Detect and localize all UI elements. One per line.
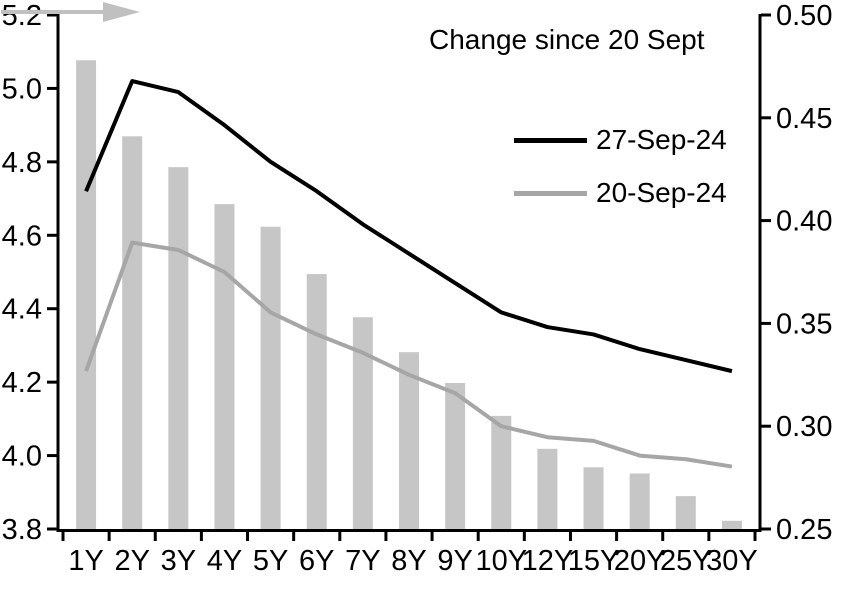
bar-10Y: [491, 415, 512, 529]
axes: 5.2 5.0 4.8 4.6 4.4 4.2 4.0 3.8 0.50 0.45 0.40 0.35…: [2, 0, 833, 577]
bar-4Y: [214, 204, 235, 530]
x-axis-label-2Y: 2Y: [114, 545, 149, 577]
line-27-sep-24: [84, 79, 733, 374]
bar-2Y: [122, 136, 143, 529]
bar-8Y: [399, 352, 419, 529]
bar-20Y: [629, 473, 650, 529]
x-axis-label-10Y: 10Y: [475, 545, 527, 577]
left-axis-tick-label: 4.8: [2, 147, 42, 179]
bar-3Y: [168, 167, 189, 530]
x-axis-label-9Y: 9Y: [437, 545, 472, 577]
right-axis-tick-label: 0.30: [776, 411, 832, 443]
left-axis-tick-label: 3.8: [2, 514, 42, 546]
bar-15Y: [583, 467, 604, 529]
line-20-sep-24: [84, 240, 733, 469]
bar-30Y: [721, 520, 742, 529]
legend-label: 20-Sep-24: [596, 177, 727, 208]
right-axis-tick-label: 0.40: [776, 206, 832, 238]
x-axis-label-7Y: 7Y: [345, 545, 380, 577]
x-axis-label-8Y: 8Y: [391, 545, 426, 577]
x-axis-label-4Y: 4Y: [207, 545, 242, 577]
left-axis-tick-label: 4.0: [2, 441, 42, 473]
x-axis-label-12Y: 12Y: [522, 545, 574, 577]
bar-6Y: [306, 274, 327, 529]
x-axis-label-15Y: 15Y: [568, 545, 620, 577]
bar-12Y: [537, 448, 558, 529]
right-axis-tick-label: 0.25: [776, 514, 832, 546]
right-axis-tick-label: 0.35: [776, 308, 832, 340]
left-axis-tick-label: 4.6: [2, 220, 42, 252]
x-axis-label-1Y: 1Y: [68, 545, 103, 577]
bar-1Y: [76, 60, 97, 530]
bar-5Y: [260, 226, 281, 529]
x-axis-label-6Y: 6Y: [299, 545, 334, 577]
bar-9Y: [445, 383, 466, 529]
right-arrow-icon: [1, 2, 140, 22]
left-axis-tick-label: 4.2: [2, 367, 42, 399]
legend-title: Change since 20 Sept: [429, 24, 705, 55]
x-axis-label-20Y: 20Y: [614, 545, 666, 577]
line-swatch-black: [514, 137, 587, 143]
left-axis-tick-label: 5.2: [2, 0, 42, 32]
x-axis-label-30Y: 30Y: [706, 545, 758, 577]
bar-25Y: [675, 496, 696, 529]
right-axis-tick-label: 0.50: [776, 0, 832, 32]
legend-item-27-sep-24: 27-Sep-24: [514, 126, 727, 154]
left-axis-tick-label: 4.4: [2, 294, 42, 326]
legend-item-20-sep-24: 20-Sep-24: [514, 179, 727, 207]
legend-label: 27-Sep-24: [596, 124, 727, 155]
x-axis-label-5Y: 5Y: [253, 545, 288, 577]
bar-7Y: [352, 317, 373, 529]
x-axis-label-3Y: 3Y: [161, 545, 196, 577]
right-axis-tick-label: 0.45: [776, 103, 832, 135]
series-change-bars: [76, 60, 742, 530]
left-axis-tick-label: 5.0: [2, 73, 42, 105]
line-swatch-gray: [514, 190, 587, 196]
x-axis-label-25Y: 25Y: [660, 545, 712, 577]
